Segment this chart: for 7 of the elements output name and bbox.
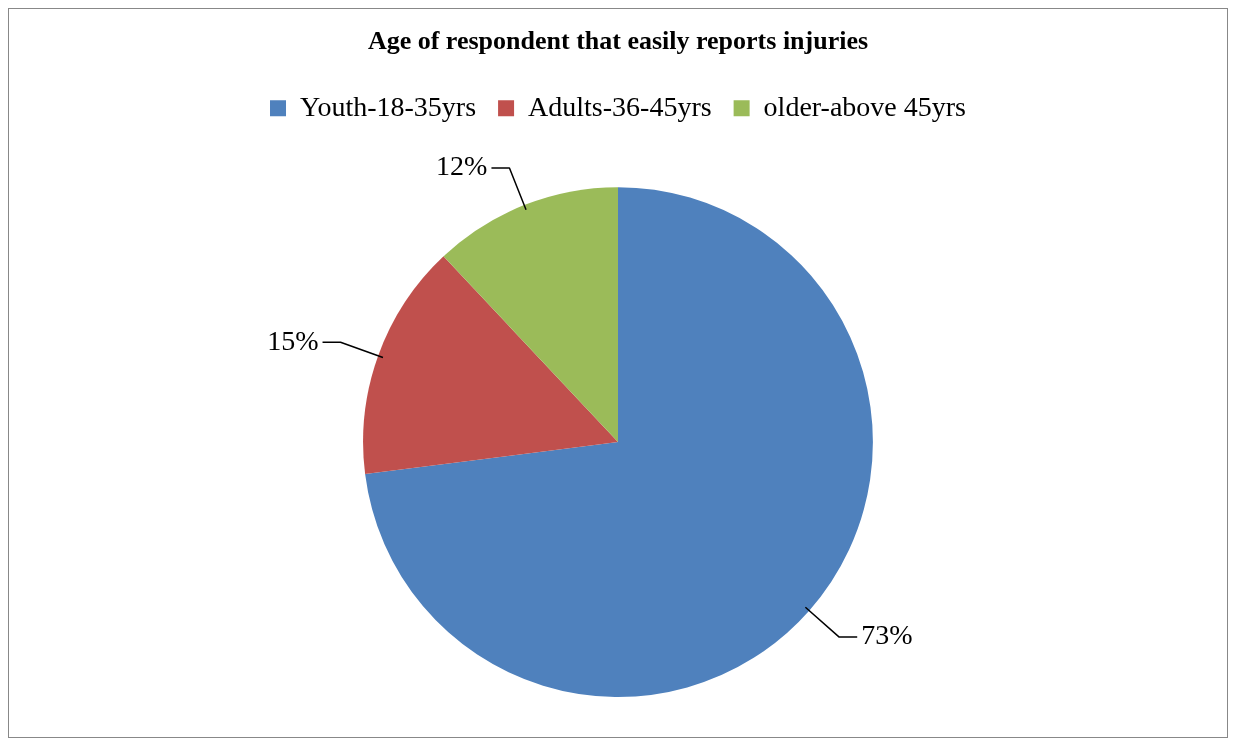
legend-label: Youth-18-35yrs [300,90,477,122]
legend-label: older-above 45yrs [763,90,966,122]
legend-label: Adults-36-45yrs [528,90,712,122]
data-label: 73% [861,619,913,651]
data-label: 15% [267,324,319,356]
data-label: 12% [436,150,488,182]
chart-title: Age of respondent that easily reports injuries [367,26,869,56]
